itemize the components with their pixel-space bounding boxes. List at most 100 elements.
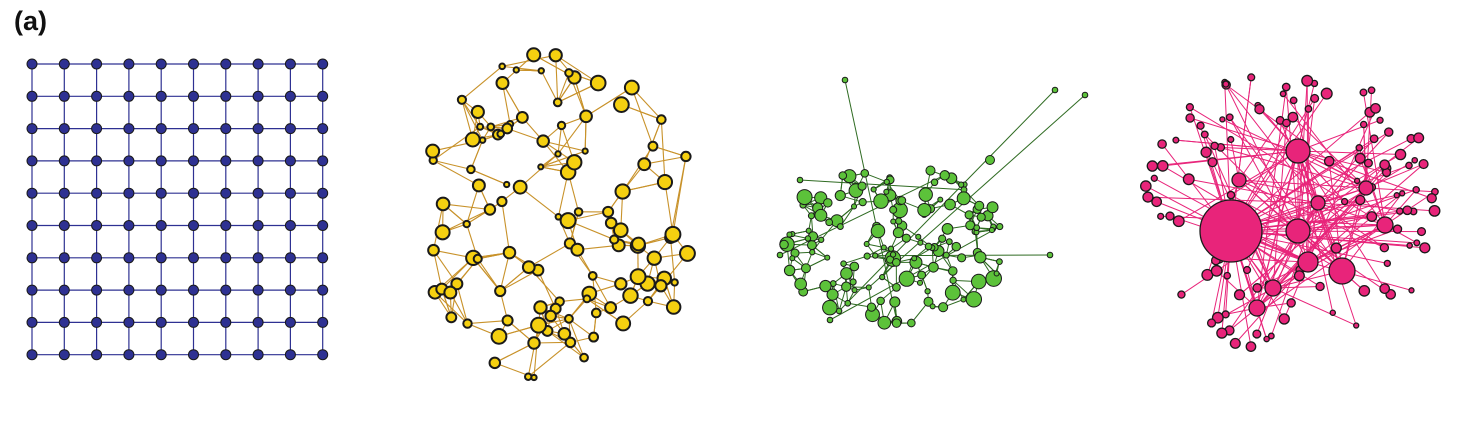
edge [829,226,1001,321]
node [928,261,939,273]
node [1223,271,1232,280]
node [1226,190,1236,200]
node [284,90,296,102]
node [804,235,812,242]
node [155,155,167,167]
node [188,252,199,264]
node [26,316,38,328]
node [1329,309,1337,317]
node [949,276,957,285]
node [537,163,545,171]
node [1263,335,1270,343]
node [1210,141,1219,151]
node [1146,160,1159,172]
node [1285,138,1311,164]
node [58,123,70,135]
node [1359,120,1368,129]
edge [1365,187,1435,193]
node [462,318,473,329]
node [889,251,897,258]
node [1285,218,1311,244]
node [1304,105,1313,113]
node [503,180,511,189]
node [220,155,232,167]
edge [433,159,472,170]
node [91,90,103,102]
node [866,302,877,312]
node [1310,195,1326,211]
node [1416,227,1427,237]
node [614,277,628,291]
edge [1328,161,1343,272]
node [604,301,618,315]
node [515,110,529,124]
node [252,90,264,102]
node [985,155,995,165]
node [530,373,538,382]
node [450,277,464,291]
node [530,316,547,334]
node [425,143,441,159]
node [26,284,38,296]
node [123,349,135,361]
edge [1297,224,1386,232]
edge [470,168,507,186]
node [1394,148,1407,161]
node [838,171,848,180]
edge [555,54,599,84]
node [91,252,103,264]
node [923,296,934,307]
node [91,123,103,135]
node [938,302,949,313]
node [587,270,598,281]
node [1172,215,1185,228]
node [1358,285,1371,297]
node [1376,116,1384,124]
edge [844,79,898,322]
node [526,47,542,63]
node [1383,127,1394,137]
node [91,316,103,328]
node [604,216,618,230]
edge [1272,224,1386,289]
edge [555,55,559,103]
node [188,220,199,231]
edge [434,291,468,324]
edge [585,87,633,117]
node [937,196,944,203]
edge [527,325,540,377]
node [91,187,103,199]
node [58,90,70,102]
node [188,58,199,70]
node [939,170,950,181]
node [957,253,967,263]
node [836,223,844,231]
node [155,220,167,231]
node [26,90,38,102]
node [188,123,199,135]
edge [1272,122,1287,289]
node [464,131,481,148]
node [858,198,867,207]
edge [1238,120,1281,181]
node [471,178,486,193]
node [1172,136,1180,144]
node [964,210,974,220]
node [938,234,947,243]
node [809,249,816,256]
node [284,123,296,135]
node [916,279,924,286]
node [647,140,659,152]
node [26,187,38,199]
node [1200,146,1212,158]
node [502,245,517,260]
node [26,349,38,361]
node [863,240,870,247]
node [284,252,296,264]
edge [502,65,542,72]
node [284,155,296,167]
node [1233,289,1246,301]
node [840,260,847,267]
node [929,303,936,310]
